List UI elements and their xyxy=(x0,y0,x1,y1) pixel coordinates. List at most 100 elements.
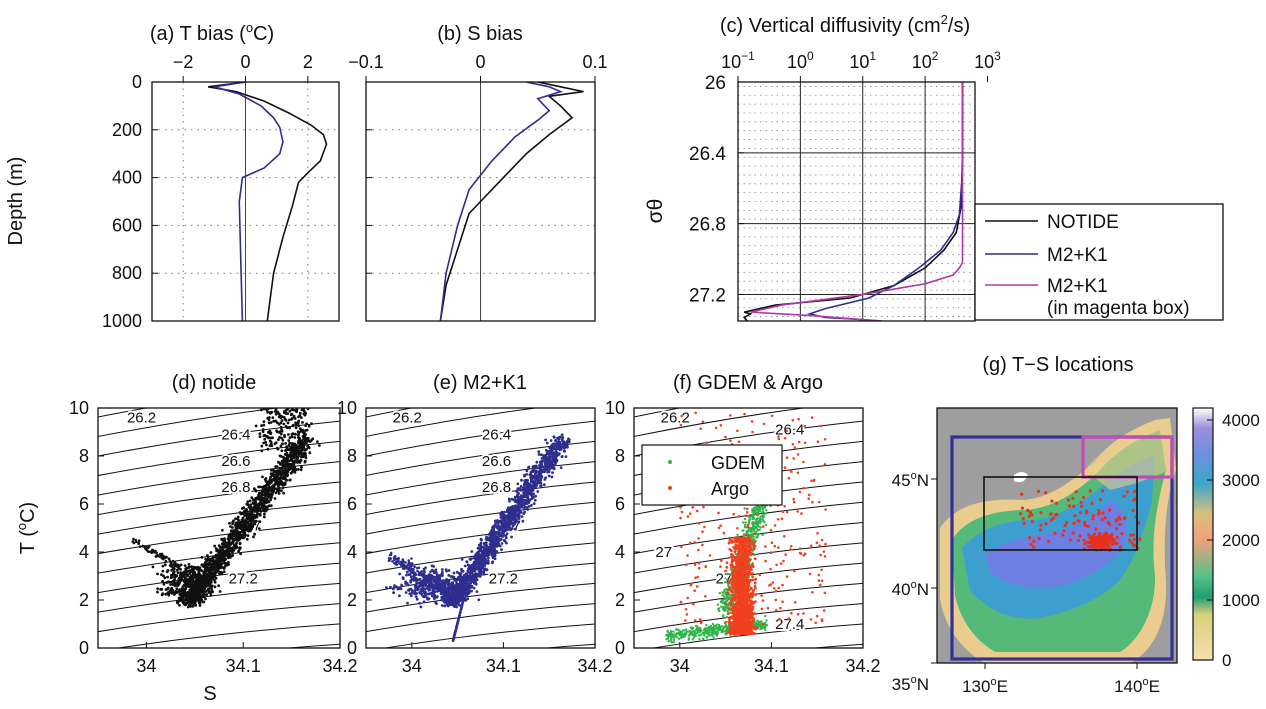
ts-point xyxy=(184,568,188,572)
ts-point xyxy=(190,568,194,572)
ts-point xyxy=(755,536,758,539)
ts-point xyxy=(264,509,268,513)
ts-point xyxy=(287,468,291,472)
ts-point xyxy=(238,546,242,549)
ts-point xyxy=(752,517,756,520)
ts-point xyxy=(296,421,300,424)
isopycnal-line xyxy=(98,522,340,555)
ts-point xyxy=(414,588,417,592)
ts-point xyxy=(166,575,170,579)
ts-point xyxy=(423,580,426,584)
ts-point xyxy=(258,435,262,438)
ts-point xyxy=(520,494,524,498)
ts-point xyxy=(762,515,765,519)
ts-point xyxy=(716,603,720,606)
ts-point xyxy=(275,411,278,415)
ts-point xyxy=(225,541,229,545)
ts-point xyxy=(197,591,201,595)
ts-point xyxy=(260,489,264,493)
ts-point xyxy=(205,573,209,577)
ts-point xyxy=(536,470,540,474)
ts-point xyxy=(252,513,256,517)
ts-point xyxy=(213,544,217,548)
ts-point xyxy=(209,593,213,597)
isopycnal-line xyxy=(98,408,150,418)
ts-point xyxy=(280,419,284,422)
ts-point xyxy=(515,495,519,498)
ts-point xyxy=(311,437,315,441)
ts-point xyxy=(411,571,414,574)
isopycnal-label: 27.2 xyxy=(489,570,518,587)
ts-point xyxy=(552,445,556,448)
ts-point xyxy=(478,547,482,550)
ts-point xyxy=(269,432,273,436)
ts-point xyxy=(269,411,272,415)
ts-point xyxy=(477,598,481,602)
ts-point xyxy=(752,524,755,528)
ts-point xyxy=(532,502,536,505)
ts-point xyxy=(286,473,289,477)
x-tick-label: 100 xyxy=(787,49,814,72)
ts-point xyxy=(255,496,259,500)
ts-point xyxy=(400,583,403,587)
ts-point xyxy=(401,564,404,567)
ts-point xyxy=(389,553,393,557)
ts-point xyxy=(461,599,465,602)
ts-point xyxy=(241,516,245,520)
ts-point xyxy=(258,513,262,517)
ts-point xyxy=(174,563,177,566)
ts-point xyxy=(455,625,459,628)
ts-point xyxy=(472,586,476,590)
ts-point xyxy=(510,516,513,519)
ts-point xyxy=(273,497,277,500)
ts-point xyxy=(427,592,431,596)
y-tick-label: 200 xyxy=(112,120,142,140)
ts-point xyxy=(449,585,452,589)
ts-point xyxy=(246,500,250,504)
ts-point xyxy=(261,475,264,479)
ts-point xyxy=(265,408,269,412)
ts-point xyxy=(563,449,566,453)
ts-point xyxy=(269,478,272,482)
x-tick-label: 101 xyxy=(849,49,876,72)
ts-point xyxy=(514,508,518,512)
y-tick-label: 0 xyxy=(132,72,142,92)
ts-point xyxy=(759,526,762,529)
ts-point xyxy=(287,433,290,436)
isopycnal-line xyxy=(366,420,595,457)
ts-point xyxy=(727,603,730,606)
ts-point xyxy=(294,453,298,457)
ts-point xyxy=(287,426,291,429)
ts-point xyxy=(227,563,231,566)
ts-point xyxy=(195,566,198,569)
ts-point xyxy=(164,559,168,563)
ts-point xyxy=(224,545,228,548)
ts-point xyxy=(187,604,191,608)
ts-point xyxy=(422,590,426,594)
ts-point xyxy=(449,592,453,596)
ts-point xyxy=(430,592,433,595)
ts-point xyxy=(278,466,281,470)
ts-point xyxy=(440,584,443,587)
ts-point xyxy=(202,577,206,581)
ts-point xyxy=(404,581,408,584)
ts-point xyxy=(525,502,529,506)
isopycnal-line xyxy=(808,643,863,648)
ts-point xyxy=(398,587,402,590)
ts-point xyxy=(444,578,448,582)
ts-point xyxy=(492,525,496,529)
ts-point xyxy=(410,557,413,560)
ts-point xyxy=(259,494,263,497)
ts-point xyxy=(461,602,464,605)
ts-point xyxy=(722,615,725,618)
ts-point xyxy=(298,427,302,430)
ts-point xyxy=(749,529,753,533)
isopycnal-label: 26.6 xyxy=(482,453,511,470)
ts-point xyxy=(544,465,548,469)
ts-point xyxy=(203,585,207,588)
ts-point xyxy=(285,426,289,430)
ts-point xyxy=(474,563,477,566)
ts-point xyxy=(214,547,218,550)
ts-point xyxy=(249,503,253,507)
ts-point xyxy=(282,465,286,469)
